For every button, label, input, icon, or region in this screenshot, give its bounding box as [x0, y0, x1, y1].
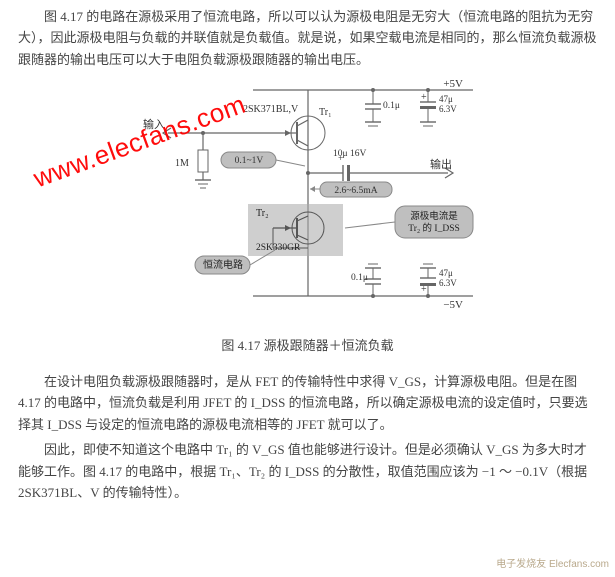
label-current: 2.6~6.5mA	[334, 186, 377, 196]
paragraph-3: 因此，即使不知道这个电路中 Tr₁ 的 V_GS 值也能够进行设计。但是必须确认…	[18, 439, 597, 503]
label-note-left: 恒流电路	[203, 258, 243, 271]
label-output: 输出	[430, 157, 452, 171]
figure-caption: 图 4.17 源极跟随器＋恒流负载	[18, 335, 597, 356]
label-tr1: Tr₁	[319, 107, 332, 118]
label-c1: 0.1μ	[383, 101, 400, 111]
label-rin: 1M	[175, 158, 189, 169]
svg-text:+: +	[421, 284, 427, 295]
label-note-right-1: 源极电流是	[410, 210, 458, 222]
paragraph-1: 图 4.17 的电路在源极采用了恒流电路，所以可以认为源极电阻是无穷大（恒流电路…	[18, 6, 597, 70]
label-vgs-range: 0.1~1V	[235, 156, 264, 166]
svg-text:47μ: 47μ	[439, 268, 453, 278]
label-note-right-2: Tr₂ 的 I_DSS	[408, 222, 460, 234]
label-c2-b: 6.3V	[439, 104, 457, 114]
label-part2: 2SK330GR	[256, 243, 301, 253]
svg-text:+: +	[421, 92, 427, 103]
label-tr2: Tr₂	[256, 208, 269, 219]
label-plus5v: +5V	[443, 78, 463, 90]
label-c4: 0.1μ	[351, 273, 368, 283]
paragraph-2: 在设计电阻负载源极跟随器时，是从 FET 的传输特性中求得 V_GS，计算源极电…	[18, 371, 597, 435]
footer-watermark: 电子发烧友 Elecfans.com	[496, 557, 609, 574]
label-c3: 10μ 16V	[333, 149, 366, 159]
label-minus5v: −5V	[443, 299, 463, 311]
figure-4-17: www.elecfans.com +5V −5V Tr₁ 2SK371BL,V …	[18, 78, 597, 333]
label-part1: 2SK371BL,V	[243, 104, 299, 115]
label-c2-a: 47μ	[439, 94, 453, 104]
svg-text:6.3V: 6.3V	[439, 278, 457, 288]
